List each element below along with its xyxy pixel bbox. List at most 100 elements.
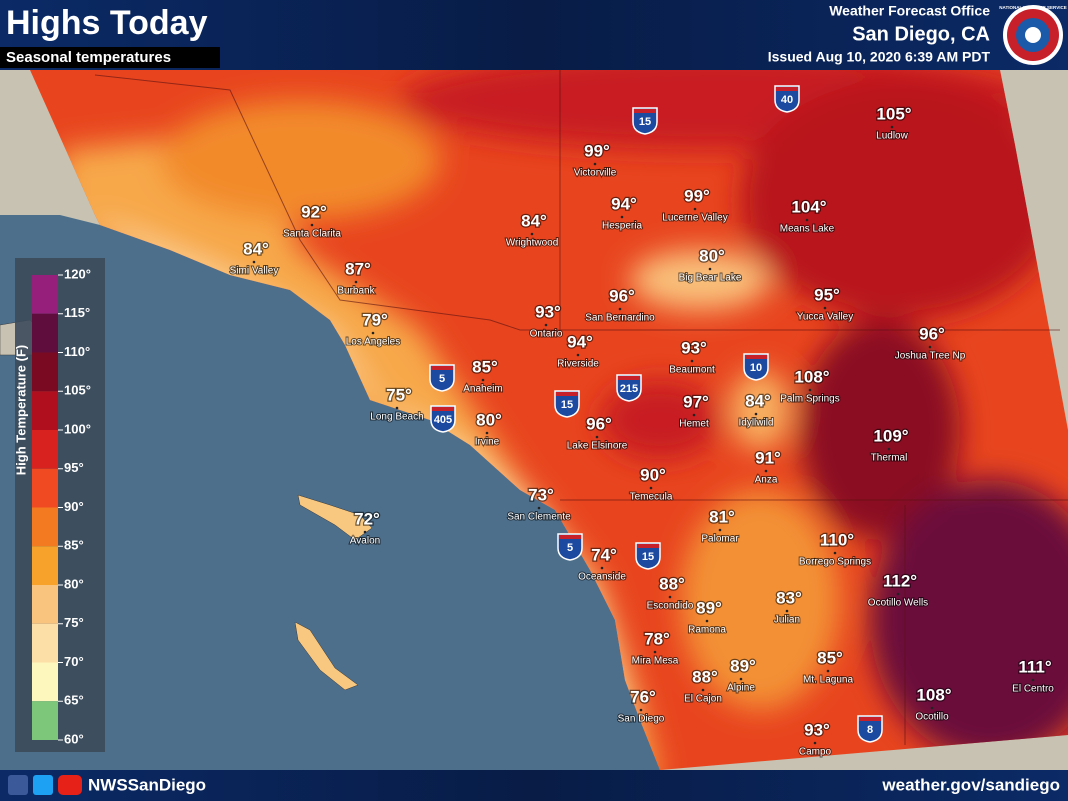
city-name: Thermal [871, 453, 908, 464]
city-temperature: 83° [776, 588, 802, 607]
interstate-shield [635, 542, 661, 570]
legend-tick-label: 70° [64, 654, 84, 669]
city-temperature: 110° [820, 530, 854, 549]
legend-band [32, 468, 58, 508]
social-handle[interactable]: NWSSanDiego [88, 775, 206, 794]
city-name: Joshua Tree Np [895, 351, 966, 362]
youtube-icon[interactable] [58, 775, 82, 795]
interstate-shield-top [634, 109, 656, 113]
city-temperature: 109° [873, 426, 908, 445]
city-temperature: 81° [709, 507, 735, 526]
nws-logo: NATIONAL WEATHER SERVICE [999, 3, 1067, 67]
city-name: San Clemente [507, 512, 571, 523]
city-name: Temecula [630, 492, 673, 503]
office: Weather Forecast Office [829, 3, 990, 19]
city-temperature: 111° [1018, 657, 1051, 676]
city-name: Ramona [688, 625, 726, 636]
city-name: Oceanside [578, 572, 626, 583]
interstate-shield-top [637, 544, 659, 548]
interstate-shield-top [745, 355, 767, 359]
website[interactable]: weather.gov/sandiego [881, 775, 1060, 794]
legend-title: High Temperature (F) [13, 345, 28, 476]
cities: 99° Victorville 94° Hesperia 99° Lucerne Vall… [229, 103, 1056, 758]
city-dot [544, 323, 548, 327]
city-dot [485, 431, 489, 435]
city-temperature: 88° [692, 667, 718, 686]
city-temperature: 72° [354, 509, 380, 528]
city-dot [718, 528, 722, 532]
city-temperature: 74° [591, 545, 617, 564]
city-temperature: 93° [804, 720, 830, 739]
city-temperature: 80° [476, 410, 502, 429]
city-name: Wrightwood [506, 238, 559, 249]
city-dot [930, 706, 934, 710]
city-temperature: 97° [683, 392, 709, 411]
legend-band [32, 623, 58, 663]
city-dot [252, 260, 256, 264]
city-name: Simi Valley [230, 266, 279, 277]
city-name: San Diego [618, 714, 665, 725]
interstate-shield [554, 390, 580, 418]
interstate-shield [743, 353, 769, 381]
city-dot [764, 469, 768, 473]
catalina-island [297, 494, 373, 541]
interstate-number: 8 [867, 724, 873, 736]
city-name: Idyllwild [738, 418, 773, 429]
twitter-icon[interactable] [33, 775, 53, 795]
city-name: Beaumont [669, 365, 715, 376]
city-temperature: 112° [883, 571, 917, 590]
legend-tick-label: 65° [64, 693, 84, 708]
city-name: Means Lake [780, 224, 835, 235]
legend-band [32, 391, 58, 430]
city-temperature: 93° [535, 302, 561, 321]
city-temperature: 87° [345, 259, 371, 278]
city-temperature: 79° [362, 310, 388, 329]
city-dot [739, 677, 743, 681]
city-name: Campo [799, 747, 832, 758]
legend-tick-label: 85° [64, 538, 84, 553]
legend-band [32, 662, 58, 702]
city-temperature: 96° [586, 414, 612, 433]
title: Highs Today [6, 4, 208, 42]
city-name: Hesperia [602, 221, 642, 232]
city-name: Anza [755, 475, 778, 486]
city-dot [705, 619, 709, 623]
legend-band [32, 313, 58, 353]
city-dot [805, 218, 809, 222]
interstate-shield-top [556, 392, 578, 396]
interstate-shield-top [776, 87, 798, 91]
city-temperature: 108° [916, 685, 951, 704]
legend-tick-label: 80° [64, 576, 84, 591]
legend-band [32, 546, 58, 585]
city-name: Julian [774, 615, 800, 626]
city-name: Big Bear Lake [679, 273, 742, 284]
legend-tick-label: 120° [64, 266, 91, 281]
footer-bar [0, 770, 1068, 801]
city-dot [620, 215, 624, 219]
city-temperature: 91° [755, 448, 781, 467]
legend-tick-label: 100° [64, 421, 91, 436]
city-temperature: 94° [567, 332, 593, 351]
city-dot [649, 486, 653, 490]
city-dot [1031, 678, 1035, 682]
city-name: Los Angeles [346, 337, 401, 348]
facebook-icon[interactable] [8, 775, 28, 795]
city-dot [826, 669, 830, 673]
interstate-shield [616, 374, 642, 402]
city-name: Ocotillo Wells [868, 598, 928, 609]
city-dot [537, 506, 541, 510]
city-dot [785, 609, 789, 613]
city-temperature: 76° [630, 687, 656, 706]
city-dot [692, 413, 696, 417]
city-dot [354, 280, 358, 284]
field-shading [60, 70, 1068, 770]
legend-band [32, 275, 58, 314]
city-dot [693, 207, 697, 211]
city-dot [593, 162, 597, 166]
city-dot [363, 530, 367, 534]
issued: Issued Aug 10, 2020 6:39 AM PDT [768, 49, 991, 65]
city-temperature: 92° [301, 202, 327, 221]
city-dot [668, 595, 672, 599]
